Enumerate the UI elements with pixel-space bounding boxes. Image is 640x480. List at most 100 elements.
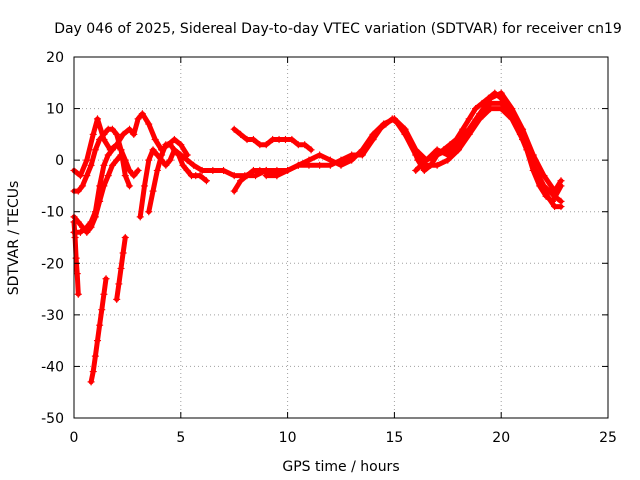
data-series <box>70 89 565 386</box>
data-point <box>179 161 187 169</box>
y-tick-label: 20 <box>46 50 64 66</box>
x-tick-label: 0 <box>70 430 79 446</box>
data-point <box>301 141 309 149</box>
data-point <box>433 146 441 154</box>
data-point <box>98 306 106 314</box>
data-point <box>104 151 112 159</box>
data-point <box>170 135 178 144</box>
data-point <box>407 141 416 149</box>
data-point <box>100 290 108 298</box>
data-point <box>202 177 211 185</box>
data-point <box>294 161 302 169</box>
data-point <box>125 125 134 133</box>
data-point <box>73 270 81 278</box>
data-point <box>275 135 283 144</box>
data-point <box>166 141 174 149</box>
data-point <box>382 120 390 128</box>
data-point <box>87 223 95 231</box>
data-point <box>74 187 82 195</box>
data-point <box>249 135 258 144</box>
series-prn-l <box>369 89 565 205</box>
data-point <box>540 172 548 180</box>
series-prn-m <box>412 89 565 195</box>
data-point <box>74 218 82 226</box>
data-point <box>102 275 110 283</box>
data-point <box>230 172 238 180</box>
data-point <box>444 151 452 159</box>
data-point <box>348 151 356 159</box>
x-axis-label: GPS time / hours <box>282 459 399 475</box>
data-point <box>427 161 435 169</box>
data-point <box>78 223 87 231</box>
plot-frame <box>73 56 609 419</box>
data-point <box>395 120 403 128</box>
data-point <box>130 130 138 138</box>
data-point <box>548 197 557 205</box>
data-point <box>119 249 127 257</box>
data-point <box>117 151 125 159</box>
data-point <box>83 156 91 164</box>
series-trail <box>71 142 141 235</box>
data-point <box>134 115 142 123</box>
data-point <box>497 104 505 113</box>
data-point <box>145 156 153 164</box>
data-point <box>104 172 112 180</box>
series-trail <box>370 90 564 204</box>
data-point <box>121 233 129 242</box>
data-point <box>243 135 251 144</box>
data-point <box>113 130 121 138</box>
data-point <box>76 172 85 180</box>
data-point <box>170 146 178 154</box>
y-tick-label: -50 <box>41 411 64 427</box>
data-point <box>125 166 134 175</box>
data-point <box>153 166 161 175</box>
data-point <box>551 187 559 195</box>
data-point <box>486 104 495 113</box>
data-point <box>284 166 292 175</box>
data-point <box>412 166 420 175</box>
data-point <box>100 130 108 138</box>
data-point <box>536 182 544 190</box>
data-point <box>294 141 302 149</box>
data-point <box>288 135 296 144</box>
data-point <box>166 156 174 164</box>
series-trail <box>71 152 124 235</box>
data-point <box>230 125 238 133</box>
data-point <box>125 182 134 190</box>
data-point <box>140 182 149 190</box>
data-point <box>175 151 183 159</box>
data-point <box>96 321 104 329</box>
data-point <box>414 156 422 164</box>
data-point <box>87 378 95 386</box>
data-point <box>230 187 238 195</box>
data-point <box>91 146 99 154</box>
data-point <box>198 166 206 175</box>
data-point <box>113 295 121 303</box>
y-tick-label: -10 <box>41 205 64 221</box>
data-point <box>145 208 153 216</box>
data-point <box>83 172 91 180</box>
data-point <box>87 161 95 169</box>
data-point <box>96 197 104 205</box>
data-point <box>100 161 108 169</box>
series-prn-h <box>145 141 211 216</box>
series-prn-n <box>70 151 125 236</box>
data-point <box>190 161 198 169</box>
data-point <box>369 135 377 144</box>
data-point <box>149 146 157 154</box>
data-point <box>465 115 473 123</box>
data-point <box>89 130 97 138</box>
data-point <box>196 172 204 180</box>
data-point <box>91 213 99 221</box>
data-point <box>316 151 324 159</box>
data-point <box>113 141 121 149</box>
data-point <box>256 141 264 149</box>
data-point <box>119 130 127 138</box>
data-point <box>108 161 117 169</box>
data-point <box>121 156 129 164</box>
data-point <box>93 115 102 123</box>
x-tick-label: 20 <box>492 430 510 446</box>
data-point <box>459 125 467 133</box>
data-point <box>157 151 166 159</box>
